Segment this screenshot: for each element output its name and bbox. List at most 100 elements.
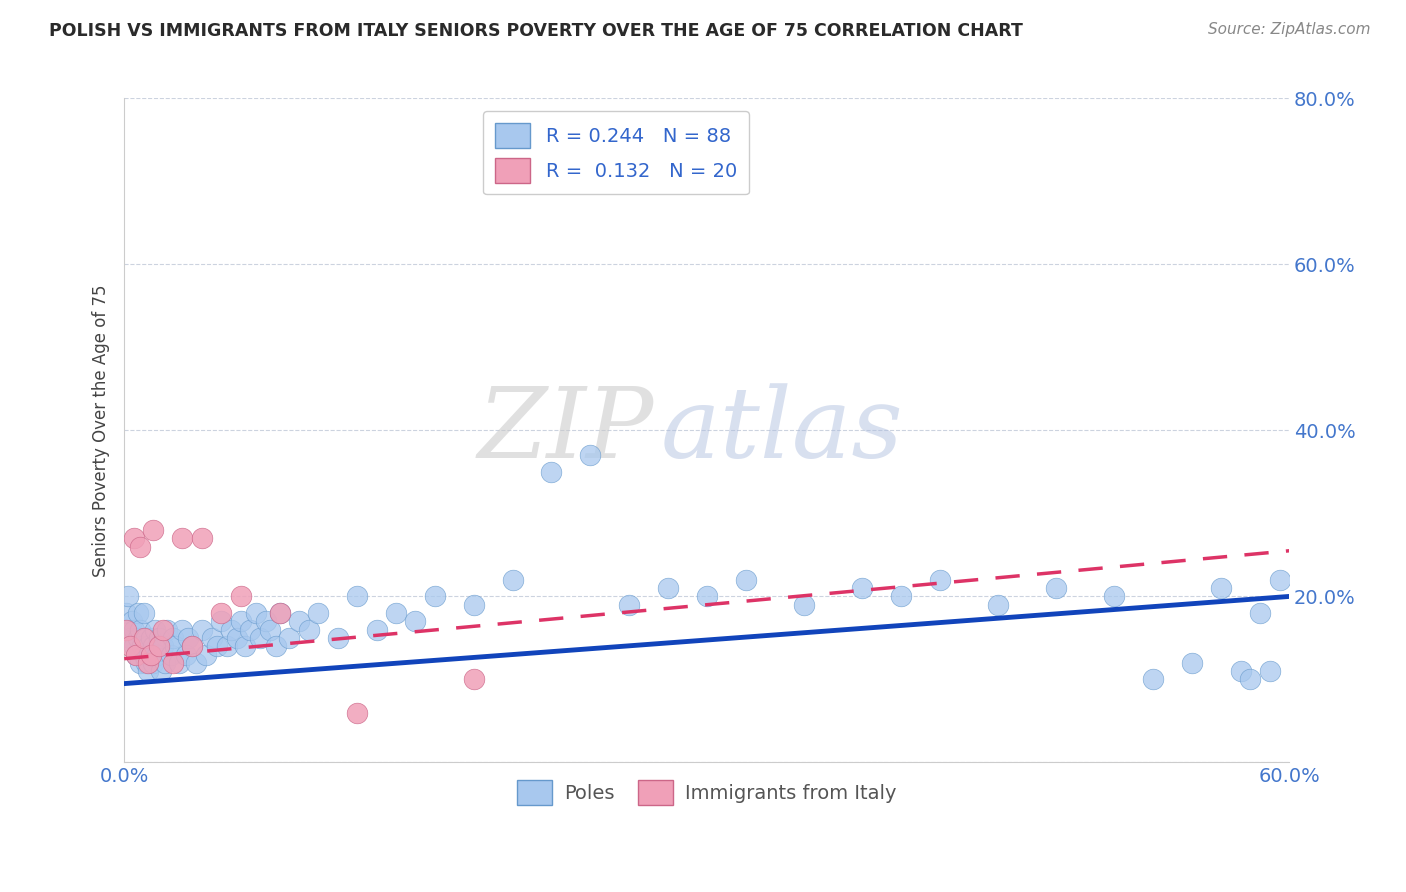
Point	[1249, 606, 1271, 620]
Point	[734, 573, 756, 587]
Point	[245, 606, 267, 620]
Point	[142, 639, 165, 653]
Point	[229, 590, 252, 604]
Point	[249, 631, 271, 645]
Point	[200, 631, 222, 645]
Point	[194, 648, 217, 662]
Point	[1104, 590, 1126, 604]
Point	[696, 590, 718, 604]
Point	[851, 581, 873, 595]
Point	[254, 615, 277, 629]
Point	[172, 623, 194, 637]
Point	[136, 656, 159, 670]
Point	[127, 606, 149, 620]
Point	[617, 598, 640, 612]
Point	[135, 656, 157, 670]
Point	[326, 631, 349, 645]
Point	[156, 623, 179, 637]
Point	[176, 648, 198, 662]
Point	[167, 656, 190, 670]
Point	[209, 606, 232, 620]
Point	[928, 573, 950, 587]
Point	[159, 648, 181, 662]
Point	[127, 631, 149, 645]
Point	[122, 639, 145, 653]
Point	[405, 615, 427, 629]
Point	[141, 648, 163, 662]
Point	[181, 639, 204, 653]
Text: POLISH VS IMMIGRANTS FROM ITALY SENIORS POVERTY OVER THE AGE OF 75 CORRELATION C: POLISH VS IMMIGRANTS FROM ITALY SENIORS …	[49, 22, 1024, 40]
Point	[269, 606, 291, 620]
Point	[132, 631, 155, 645]
Point	[132, 648, 155, 662]
Point	[131, 639, 153, 653]
Point	[191, 531, 214, 545]
Point	[132, 606, 155, 620]
Point	[225, 631, 247, 645]
Point	[128, 540, 150, 554]
Point	[209, 615, 232, 629]
Point	[346, 590, 368, 604]
Point	[423, 590, 446, 604]
Point	[148, 639, 170, 653]
Point	[128, 656, 150, 670]
Point	[1268, 573, 1291, 587]
Point	[1181, 656, 1204, 670]
Point	[162, 631, 184, 645]
Point	[1211, 581, 1233, 595]
Point	[152, 623, 174, 637]
Point	[579, 448, 602, 462]
Point	[233, 639, 256, 653]
Point	[141, 631, 163, 645]
Point	[264, 639, 287, 653]
Point	[152, 639, 174, 653]
Point	[115, 606, 138, 620]
Point	[163, 639, 186, 653]
Point	[138, 648, 160, 662]
Point	[307, 606, 329, 620]
Point	[128, 623, 150, 637]
Point	[143, 623, 166, 637]
Point	[122, 623, 145, 637]
Point	[1258, 664, 1281, 678]
Text: Source: ZipAtlas.com: Source: ZipAtlas.com	[1208, 22, 1371, 37]
Point	[239, 623, 262, 637]
Point	[346, 706, 368, 720]
Point	[117, 590, 139, 604]
Point	[1142, 673, 1164, 687]
Point	[146, 648, 169, 662]
Text: atlas: atlas	[661, 383, 903, 478]
Point	[366, 623, 388, 637]
Point	[172, 531, 194, 545]
Point	[288, 615, 311, 629]
Point	[1045, 581, 1067, 595]
Point	[136, 664, 159, 678]
Point	[122, 531, 145, 545]
Point	[184, 656, 207, 670]
Point	[153, 656, 176, 670]
Point	[118, 631, 141, 645]
Point	[177, 631, 200, 645]
Point	[259, 623, 281, 637]
Point	[191, 623, 214, 637]
Point	[657, 581, 679, 595]
Point	[118, 639, 141, 653]
Point	[1229, 664, 1251, 678]
Point	[229, 615, 252, 629]
Point	[987, 598, 1010, 612]
Legend: Poles, Immigrants from Italy: Poles, Immigrants from Italy	[509, 772, 904, 813]
Point	[1239, 673, 1261, 687]
Point	[207, 639, 229, 653]
Text: ZIP: ZIP	[478, 383, 654, 478]
Point	[142, 656, 165, 670]
Point	[890, 590, 912, 604]
Point	[219, 623, 242, 637]
Point	[135, 631, 157, 645]
Point	[148, 631, 170, 645]
Point	[136, 639, 159, 653]
Point	[115, 623, 138, 637]
Point	[793, 598, 815, 612]
Point	[385, 606, 408, 620]
Y-axis label: Seniors Poverty Over the Age of 75: Seniors Poverty Over the Age of 75	[93, 285, 110, 576]
Point	[502, 573, 524, 587]
